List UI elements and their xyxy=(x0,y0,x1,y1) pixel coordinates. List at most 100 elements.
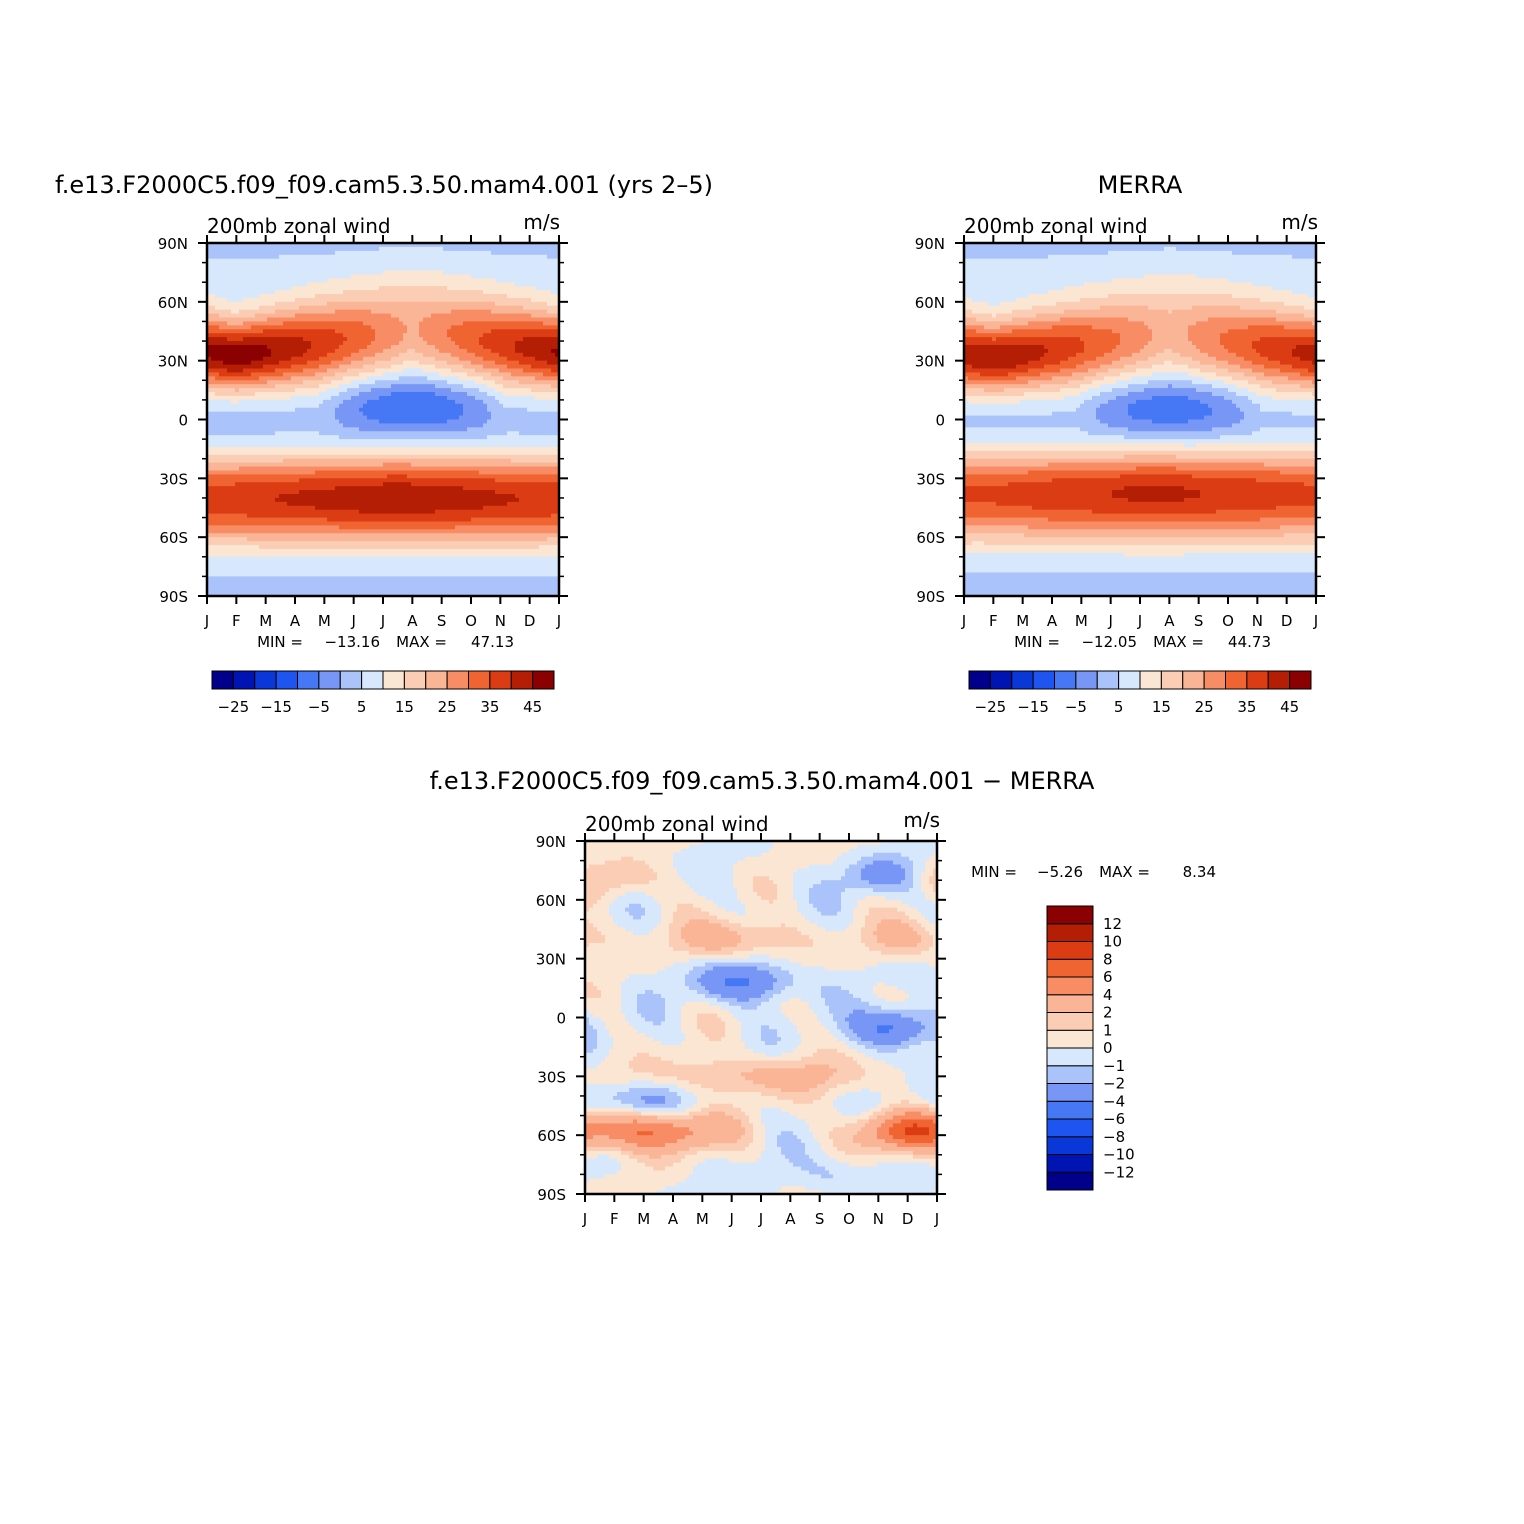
field-cell xyxy=(363,352,368,358)
field-cell xyxy=(407,321,412,326)
field-cell xyxy=(351,399,356,405)
field-cell xyxy=(387,270,392,275)
field-cell xyxy=(439,274,444,279)
field-cell xyxy=(227,360,232,366)
field-cell xyxy=(379,419,384,425)
field-cell xyxy=(451,305,456,311)
field-cell xyxy=(271,341,276,346)
field-cell xyxy=(375,278,380,283)
field-cell xyxy=(507,262,512,268)
field-cell xyxy=(267,403,272,409)
field-cell xyxy=(275,325,280,330)
field-cell xyxy=(295,290,300,295)
field-cell xyxy=(483,297,488,303)
field-cell xyxy=(523,431,528,436)
field-cell xyxy=(219,254,224,260)
field-cell xyxy=(415,297,420,303)
field-cell xyxy=(343,364,348,370)
field-cell xyxy=(219,325,224,330)
field-cell xyxy=(375,395,380,401)
field-cell xyxy=(395,407,400,413)
field-cell xyxy=(423,427,428,432)
field-cell xyxy=(391,297,396,303)
field-cell xyxy=(283,282,288,287)
field-cell xyxy=(231,454,236,460)
field-cell xyxy=(547,258,552,264)
field-cell xyxy=(555,427,559,432)
field-cell xyxy=(539,399,544,405)
field-cell xyxy=(247,348,252,354)
field-cell xyxy=(299,419,304,425)
field-cell xyxy=(447,395,452,401)
field-cell xyxy=(535,293,540,299)
field-cell xyxy=(239,282,244,287)
field-cell xyxy=(275,462,280,468)
field-cell xyxy=(243,450,248,456)
field-cell xyxy=(227,305,232,311)
field-cell xyxy=(287,439,292,444)
field-cell xyxy=(327,411,332,417)
field-cell xyxy=(439,403,444,409)
field-cell xyxy=(211,301,216,307)
field-cell xyxy=(303,352,308,358)
field-cell xyxy=(415,341,420,346)
field-cell xyxy=(299,329,304,334)
field-cell xyxy=(471,313,476,319)
field-cell xyxy=(275,341,280,346)
field-cell xyxy=(415,376,420,381)
field-cell xyxy=(383,376,388,381)
field-cell xyxy=(371,446,376,452)
field-cell xyxy=(543,395,548,401)
field-cell xyxy=(459,392,464,397)
field-cell xyxy=(267,341,272,346)
field-cell xyxy=(459,427,464,432)
field-cell xyxy=(279,262,284,268)
field-cell xyxy=(235,282,240,287)
field-cell xyxy=(255,458,260,464)
field-cell xyxy=(471,250,476,256)
field-cell xyxy=(223,450,228,456)
field-cell xyxy=(407,243,412,248)
field-cell xyxy=(463,317,468,323)
field-cell xyxy=(407,439,412,444)
field-cell xyxy=(451,443,456,448)
field-cell xyxy=(295,317,300,323)
field-cell xyxy=(343,356,348,362)
field-cell xyxy=(363,435,368,440)
field-cell xyxy=(467,384,472,389)
field-cell xyxy=(299,352,304,358)
field-cell xyxy=(515,266,520,272)
field-cell xyxy=(495,450,500,456)
field-cell xyxy=(447,278,452,283)
field-cell xyxy=(543,443,548,448)
field-cell xyxy=(431,325,436,330)
field-cell xyxy=(307,411,312,417)
field-cell xyxy=(391,439,396,444)
field-cell xyxy=(531,348,536,354)
field-cell xyxy=(519,392,524,397)
field-cell xyxy=(479,278,484,283)
field-cell xyxy=(439,246,444,252)
field-cell xyxy=(207,423,212,428)
field-cell xyxy=(207,352,212,358)
field-cell xyxy=(495,278,500,283)
field-cell xyxy=(383,250,388,256)
field-cell xyxy=(303,384,308,389)
field-cell xyxy=(551,301,556,307)
field-cell xyxy=(263,313,268,319)
field-cell xyxy=(555,250,559,256)
field-cell xyxy=(543,262,548,268)
field-cell xyxy=(251,443,256,448)
field-cell xyxy=(327,305,332,311)
field-cell xyxy=(311,317,316,323)
field-cell xyxy=(207,290,212,295)
field-cell xyxy=(235,258,240,264)
field-cell xyxy=(319,313,324,319)
field-cell xyxy=(215,450,220,456)
field-cell xyxy=(547,293,552,299)
field-cell xyxy=(439,454,444,460)
field-cell xyxy=(367,454,372,460)
field-cell xyxy=(475,262,480,268)
field-cell xyxy=(431,258,436,264)
field-cell xyxy=(223,321,228,326)
